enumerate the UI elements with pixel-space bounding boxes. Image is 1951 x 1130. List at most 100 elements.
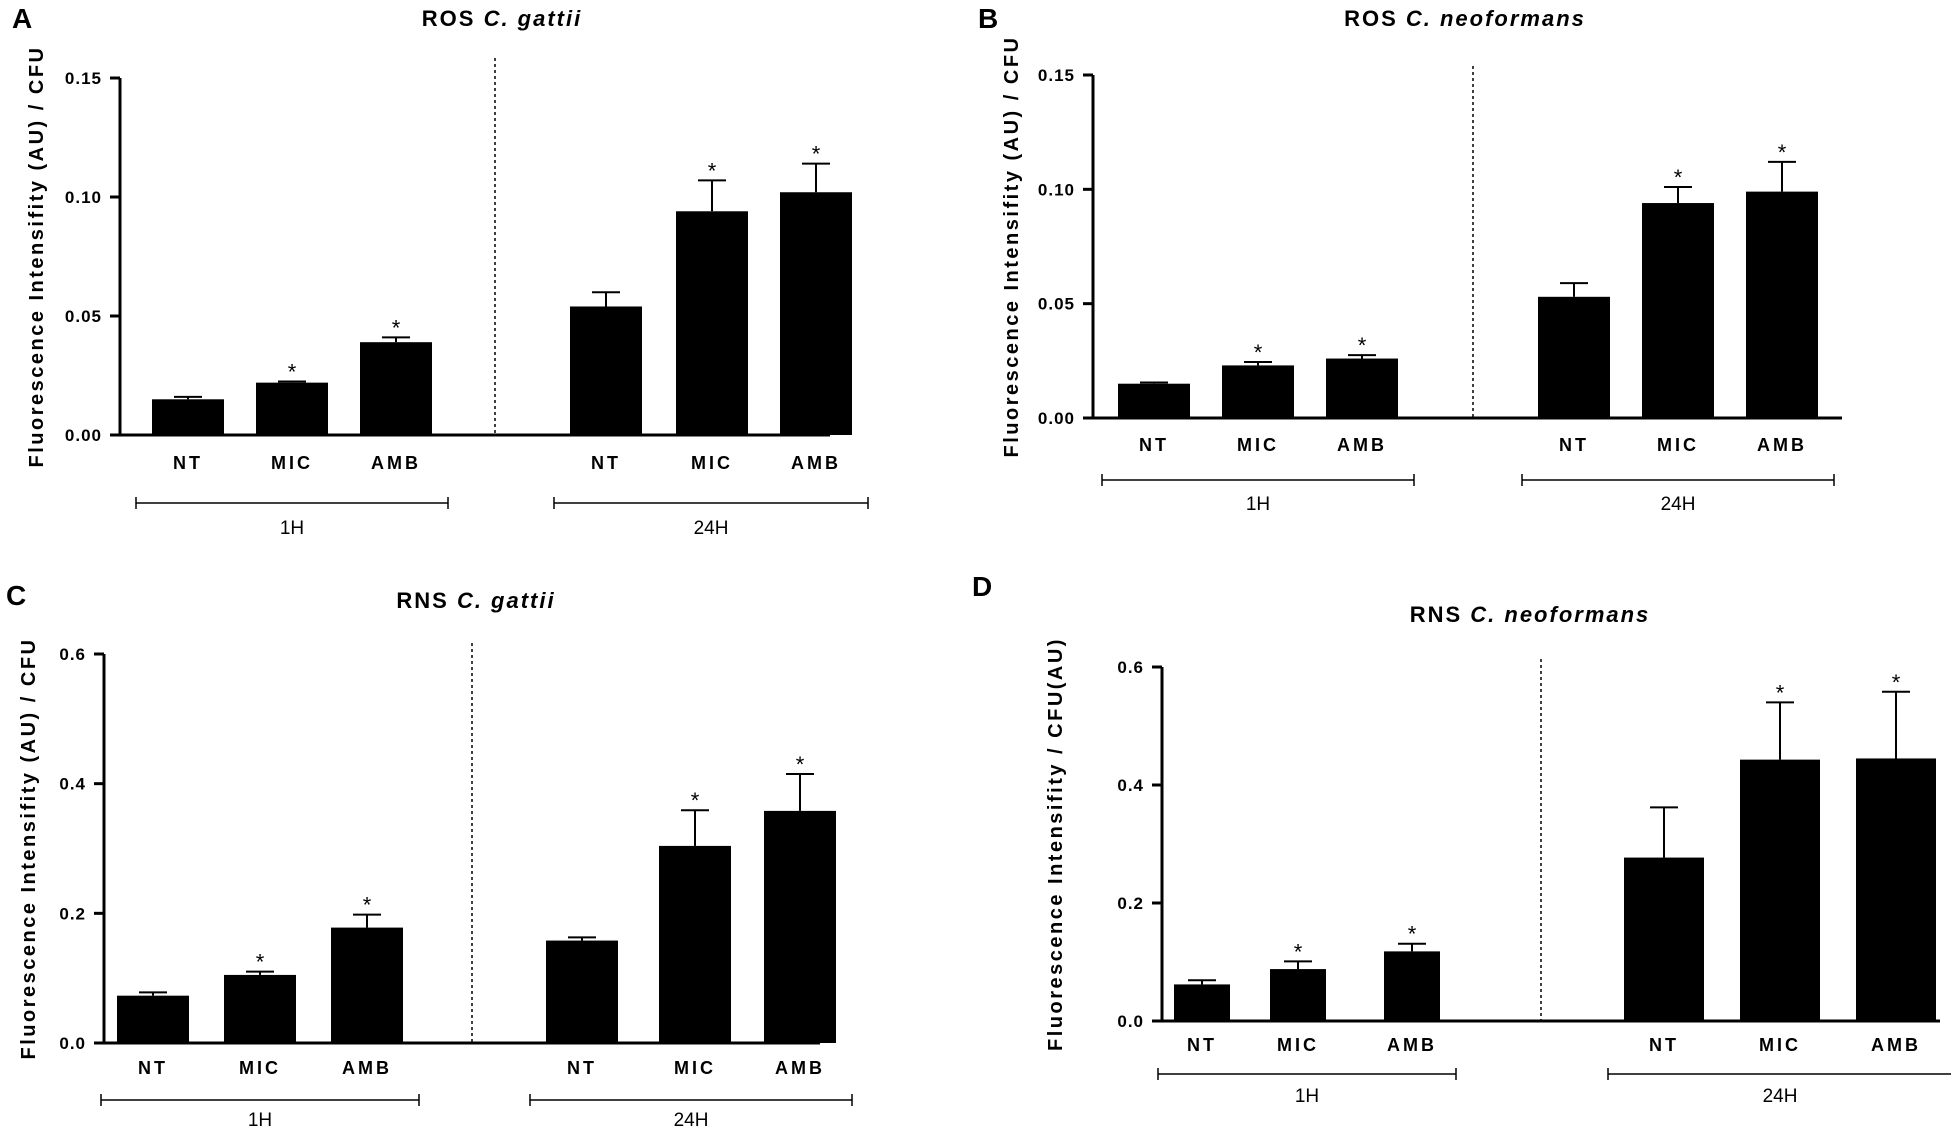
y-tick-label: 0.2 [1117, 894, 1144, 913]
bar-nt [1174, 984, 1230, 1021]
bar-amb [1746, 191, 1818, 418]
significance-star: * [1776, 680, 1785, 705]
significance-star: * [1892, 670, 1901, 695]
significance-star: * [1358, 333, 1367, 358]
x-category-label: NT [138, 1058, 168, 1078]
chart-title: ROS C. neoformans [1344, 6, 1586, 31]
significance-star: * [691, 788, 700, 813]
x-category-label: MIC [1759, 1035, 1801, 1055]
significance-star: * [256, 950, 265, 975]
y-tick-label: 0.05 [65, 307, 102, 326]
x-category-label: MIC [271, 453, 313, 473]
bar-mic [676, 211, 748, 435]
x-category-label: MIC [674, 1058, 716, 1078]
y-tick-label: 0.4 [1117, 776, 1144, 795]
significance-star: * [1294, 939, 1303, 964]
chart-title-species: C. neoformans [1406, 6, 1586, 31]
y-tick-label: 0.00 [65, 426, 102, 445]
y-axis-label: Fluorescence Intensifity (AU) / CFU [18, 638, 40, 1060]
y-tick-label: 0.00 [1038, 409, 1075, 428]
group-label: 1H [1246, 494, 1270, 515]
x-category-label: AMB [1757, 435, 1807, 455]
significance-star: * [1254, 340, 1263, 365]
panel-letter: C [6, 580, 26, 611]
bar-amb [780, 192, 852, 435]
y-tick-label: 0.10 [1038, 180, 1075, 199]
bar-amb [1856, 758, 1936, 1021]
x-category-label: MIC [691, 453, 733, 473]
bar-mic [1642, 203, 1714, 418]
x-category-label: MIC [1237, 435, 1279, 455]
x-category-label: AMB [1871, 1035, 1921, 1055]
bar-nt [1624, 857, 1704, 1021]
bar-nt [117, 995, 189, 1043]
x-category-label: NT [1187, 1035, 1217, 1055]
y-axis-label: Fluorescence Intensifity (AU) / CFU [26, 46, 48, 468]
group-label: 24H [1661, 494, 1696, 515]
chart-title-main: ROS [1344, 6, 1406, 31]
group-label: 24H [1763, 1086, 1798, 1107]
y-tick-label: 0.0 [59, 1034, 86, 1053]
y-axis-label: Fluorescence Intensifity (AU) / CFU [1001, 36, 1023, 458]
panel-c: C RNS C. gattii Fluorescence Intensifity (… [6, 580, 853, 1130]
x-category-label: AMB [775, 1058, 825, 1078]
group-label: 24H [674, 1110, 709, 1130]
chart-title-species: C. gattii [484, 6, 583, 31]
significance-star: * [708, 158, 717, 183]
bar-mic [1222, 365, 1294, 418]
x-category-label: AMB [1337, 435, 1387, 455]
panel-letter: B [978, 3, 998, 34]
bar-nt [570, 306, 642, 435]
y-tick-label: 0.6 [1117, 658, 1144, 677]
significance-star: * [796, 752, 805, 777]
bar-mic [224, 974, 296, 1043]
significance-star: * [288, 359, 297, 384]
x-category-label: MIC [239, 1058, 281, 1078]
x-category-label: NT [591, 453, 621, 473]
bar-amb [1326, 358, 1398, 418]
bar-nt [1118, 383, 1190, 418]
y-tick-label: 0.05 [1038, 295, 1075, 314]
y-tick-label: 0.4 [59, 775, 86, 794]
y-tick-label: 0.15 [65, 69, 102, 88]
chart-title-species: C. neoformans [1470, 602, 1650, 627]
significance-star: * [1674, 165, 1683, 190]
chart-title-main: ROS [422, 6, 484, 31]
y-tick-label: 0.10 [65, 188, 102, 207]
x-category-label: NT [567, 1058, 597, 1078]
panel-letter: A [12, 3, 32, 34]
bar-nt [1538, 296, 1610, 418]
bar-amb [1384, 951, 1440, 1021]
bar-mic [1270, 969, 1326, 1021]
panel-a: A ROS C. gattii Fluorescence Intensifity (… [12, 3, 869, 539]
y-axis-label: Fluorescence Intensifity / CFU(AU) [1045, 637, 1067, 1051]
chart-title: ROS C. gattii [422, 6, 582, 31]
bar-amb [360, 342, 432, 435]
panel-letter: D [972, 571, 992, 602]
significance-star: * [363, 893, 372, 918]
significance-star: * [812, 142, 821, 167]
chart-title-main: RNS [1410, 602, 1471, 627]
bar-amb [764, 810, 836, 1043]
significance-star: * [1408, 922, 1417, 947]
chart-title-main: RNS [396, 588, 457, 613]
group-label: 1H [1295, 1086, 1319, 1107]
significance-star: * [392, 315, 401, 340]
bar-mic [256, 382, 328, 435]
bar-mic [659, 845, 731, 1043]
y-tick-label: 0.6 [59, 645, 86, 664]
bar-mic [1740, 759, 1820, 1021]
x-category-label: MIC [1277, 1035, 1319, 1055]
group-label: 1H [248, 1110, 272, 1130]
chart-title: RNS C. neoformans [1410, 602, 1651, 627]
x-category-label: AMB [1387, 1035, 1437, 1055]
x-category-label: AMB [342, 1058, 392, 1078]
bar-amb [331, 927, 403, 1043]
bar-nt [546, 940, 618, 1043]
x-category-label: MIC [1657, 435, 1699, 455]
panel-d: D RNS C. neoformans Fluorescence Intensifi… [972, 571, 1951, 1107]
group-label: 1H [280, 518, 304, 539]
x-category-label: NT [1649, 1035, 1679, 1055]
x-category-label: AMB [791, 453, 841, 473]
